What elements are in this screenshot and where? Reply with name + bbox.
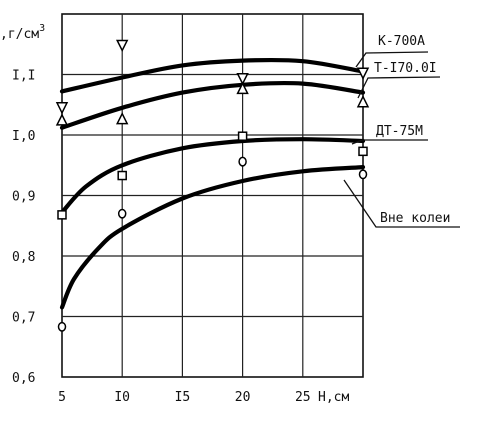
series-curve-1 (59, 80, 366, 130)
data-point-3-3 (358, 169, 368, 180)
legend-labels: К-700А Т-I70.0I ДТ-75М Вне колеи (374, 34, 450, 226)
leader-k700a (355, 51, 429, 68)
data-point-2-3 (358, 146, 368, 157)
data-point-2-2 (237, 131, 248, 141)
series-label-vne-kolei: Вне колеи (380, 211, 450, 226)
y-tick-0-8: 0,8 (12, 250, 35, 265)
data-point-2-0 (57, 210, 67, 220)
y-tick-0-6: 0,6 (12, 371, 35, 386)
data-point-3-0 (57, 321, 67, 332)
data-point-2-1 (117, 170, 127, 181)
leader-t170 (357, 76, 441, 99)
x-tick-5: 5 (58, 390, 66, 405)
data-point-0-3 (356, 67, 370, 80)
grid (61, 13, 364, 378)
data-point-1-0 (55, 113, 69, 126)
series-curve-2 (59, 137, 366, 215)
x-axis-label: H,см (318, 390, 349, 405)
data-point-1-2 (236, 81, 249, 95)
data-point-3-1 (117, 208, 127, 219)
series-curve-0 (59, 57, 366, 94)
data-point-1-1 (115, 111, 129, 125)
tick-labels: 5 I0 I5 20 25 0,6 0,7 0,8 0,9 I,0 I,I (12, 69, 311, 406)
series-label-t170: Т-I70.0I (374, 61, 437, 76)
y-axis-label: ,г/см3 (0, 23, 45, 42)
series-curves (59, 57, 366, 310)
data-point-0-1 (115, 39, 129, 53)
x-tick-i0: I0 (114, 390, 130, 405)
y-tick-i-i: I,I (12, 69, 35, 84)
data-point-0-0 (55, 102, 69, 115)
series-curve-3 (59, 165, 366, 310)
x-tick-20: 20 (235, 390, 251, 405)
y-tick-0-7: 0,7 (12, 311, 35, 326)
x-tick-i5: I5 (175, 390, 191, 405)
data-point-0-2 (236, 72, 249, 86)
leader-vne-kolei (343, 179, 460, 228)
series-label-dt75m: ДТ-75М (376, 124, 423, 139)
data-point-3-2 (238, 156, 247, 167)
data-point-1-3 (356, 95, 370, 108)
label-leaders (343, 51, 460, 228)
y-axis-label-superscript: 3 (39, 23, 45, 34)
series-label-k700a: К-700А (378, 34, 425, 49)
y-tick-i-0: I,0 (12, 129, 35, 144)
data-markers (55, 39, 370, 332)
x-tick-25: 25 (295, 390, 311, 405)
y-tick-0-9: 0,9 (12, 190, 35, 205)
leader-dt75m (351, 139, 428, 145)
